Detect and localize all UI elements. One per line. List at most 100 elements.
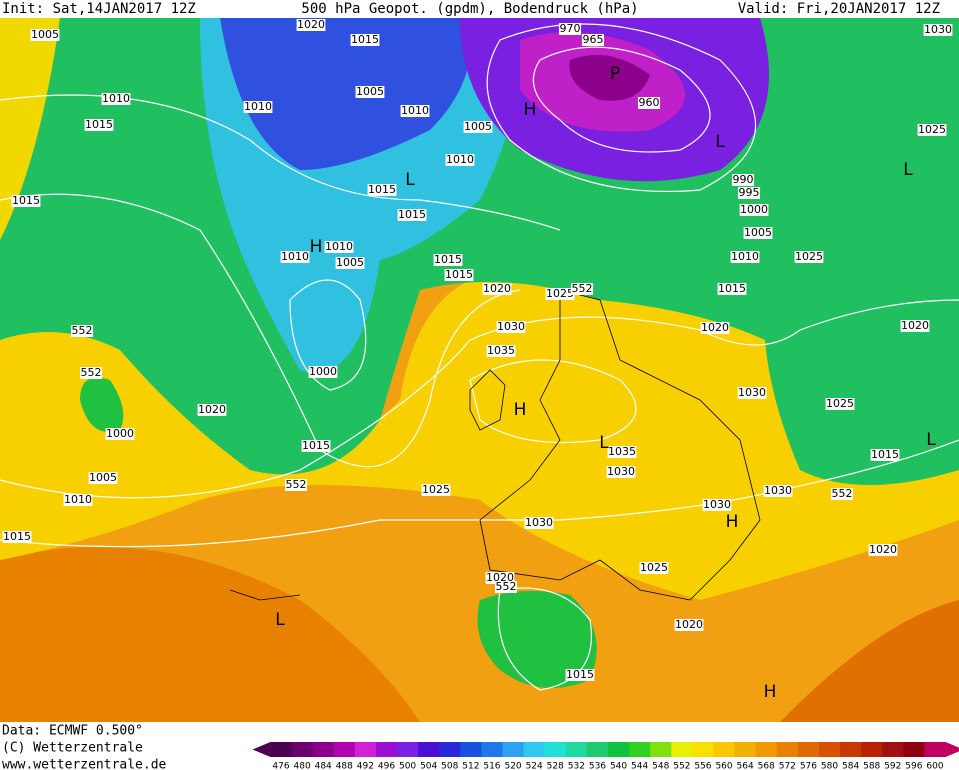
pressure-center: H xyxy=(310,237,323,257)
isobar-label-bg xyxy=(607,446,637,458)
isobar-label: 1010 xyxy=(731,250,759,263)
colorbar-label: 588 xyxy=(863,762,880,770)
isobar-label-bg xyxy=(463,121,493,133)
isobar-label: 1005 xyxy=(336,256,364,269)
isobar-label-bg xyxy=(700,322,730,334)
isobar-label-bg xyxy=(2,531,32,543)
website: www.wetterzentrale.de xyxy=(2,758,167,770)
colorbar-swatch xyxy=(797,742,820,757)
isobar-label: 1035 xyxy=(487,344,515,357)
isobar-label-bg xyxy=(763,485,793,497)
isobar-label: 1015 xyxy=(12,194,40,207)
isobar-label: 1005 xyxy=(464,120,492,133)
colorbar-swatch xyxy=(291,742,314,757)
pressure-center: L xyxy=(903,160,913,180)
colorbar-min-arrow xyxy=(252,742,271,757)
colorbar-swatch xyxy=(776,742,799,757)
isobar-label-bg xyxy=(917,124,947,136)
colorbar-swatch xyxy=(882,742,904,757)
colorbar-swatch xyxy=(924,742,947,757)
isobar-label: 1030 xyxy=(525,516,553,529)
colorbar-label: 528 xyxy=(547,762,564,770)
isobar-label-bg xyxy=(444,269,474,281)
colorbar-label: 568 xyxy=(758,762,775,770)
isobar-label-bg xyxy=(830,488,854,500)
isobar-label-bg xyxy=(105,428,135,440)
isobar-label: 1015 xyxy=(85,118,113,131)
colorbar-swatch xyxy=(755,742,778,757)
isobar-label-bg xyxy=(868,544,898,556)
isobar-label-bg xyxy=(308,366,338,378)
isobar-label: 960 xyxy=(639,96,660,109)
isobar-label-bg xyxy=(717,283,747,295)
colorbar-label: 564 xyxy=(737,762,754,770)
colorbar-label: 536 xyxy=(589,762,606,770)
isobar-label: 1030 xyxy=(738,386,766,399)
colorbar-swatch xyxy=(270,742,293,757)
isobar-label: 1015 xyxy=(398,208,426,221)
isobar-label: 552 xyxy=(832,487,853,500)
colorbar-max-arrow xyxy=(945,742,959,757)
isobar-label: 552 xyxy=(572,282,593,295)
isobar-label: 1010 xyxy=(401,104,429,117)
colorbar-label: 488 xyxy=(336,762,353,770)
isobar-label-bg xyxy=(794,251,824,263)
colorbar-swatch xyxy=(544,742,567,757)
pressure-center: L xyxy=(599,433,609,453)
colorbar-label: 476 xyxy=(272,762,289,770)
isobar-label-bg xyxy=(900,320,930,332)
isobar-label: 1010 xyxy=(64,493,92,506)
isobar-label: 1010 xyxy=(446,153,474,166)
colorbar-label: 516 xyxy=(483,762,500,770)
isobar-label: 1005 xyxy=(89,471,117,484)
isobar-label-bg xyxy=(639,562,669,574)
isobar-label: 1015 xyxy=(302,439,330,452)
isobar-label-bg xyxy=(400,105,430,117)
isobar-label: 1005 xyxy=(356,85,384,98)
pressure-center: L xyxy=(405,170,415,190)
isobar-label: 970 xyxy=(560,22,581,35)
isobar-label-bg xyxy=(421,484,451,496)
isobar-label-bg xyxy=(84,119,114,131)
isobar-label-bg xyxy=(433,254,463,266)
isobar-label-bg xyxy=(11,195,41,207)
colorbar-swatch xyxy=(565,742,588,757)
isobar-label-bg xyxy=(482,283,512,295)
isobar-label: 552 xyxy=(72,324,93,337)
isobar-label: 1015 xyxy=(434,253,462,266)
colorbar-label: 504 xyxy=(420,762,437,770)
isobar-label: 1030 xyxy=(703,498,731,511)
isobar-label: 552 xyxy=(496,580,517,593)
isobar-label-bg xyxy=(280,251,310,263)
isobar-label: 1000 xyxy=(740,203,768,216)
isobar-label: 1010 xyxy=(325,240,353,253)
isobar-label-bg xyxy=(731,174,755,186)
isobar-label-bg xyxy=(674,619,704,631)
isobar-label-bg xyxy=(63,494,93,506)
colorbar-swatch xyxy=(312,742,335,757)
isobar-label-bg xyxy=(737,387,767,399)
isobar-label-bg xyxy=(79,367,103,379)
pressure-center: L xyxy=(715,132,725,152)
isobar-label: 1010 xyxy=(244,100,272,113)
colorbar-label: 524 xyxy=(526,762,543,770)
colorbar-label: 592 xyxy=(884,762,901,770)
isobar-label-bg xyxy=(30,29,60,41)
isobar-label-bg xyxy=(350,34,380,46)
colorbar-swatch xyxy=(397,742,419,757)
isobar-label-bg xyxy=(737,187,761,199)
colorbar-label: 508 xyxy=(441,762,458,770)
coastlines xyxy=(229,289,761,601)
colorbar-label: 484 xyxy=(315,762,332,770)
isobar-label-bg xyxy=(101,93,131,105)
isobar-label: 1015 xyxy=(718,282,746,295)
isobar-label-bg xyxy=(730,251,760,263)
isobar-label: 990 xyxy=(733,173,754,186)
isobar-label: 1010 xyxy=(102,92,130,105)
colorbar-swatch xyxy=(692,742,714,757)
isobar-label-bg xyxy=(558,23,582,35)
isobar-label: 1020 xyxy=(483,282,511,295)
isobar-label-bg xyxy=(284,479,308,491)
isobar-label: 1015 xyxy=(445,268,473,281)
